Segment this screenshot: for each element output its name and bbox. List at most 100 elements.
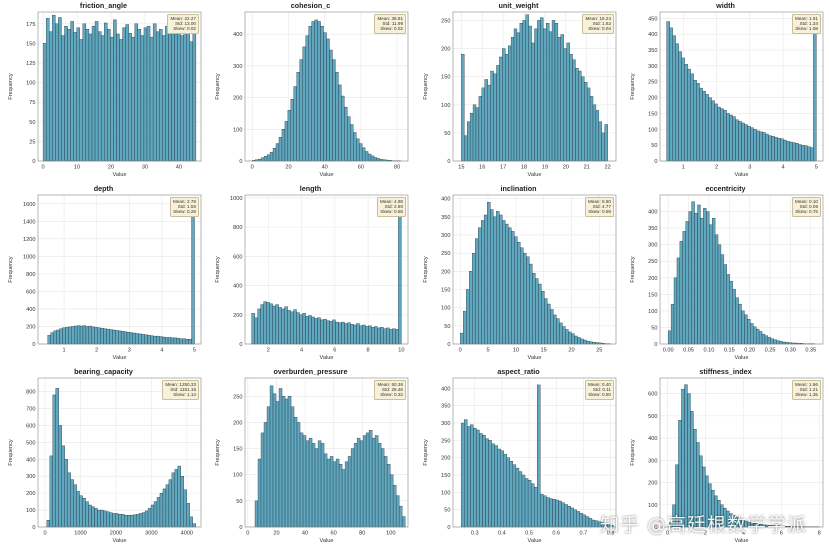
x-tick-label: 15 bbox=[458, 165, 464, 171]
histogram-svg: 0 200 400 600 800 1000 2 4 6 8 10 Value Frequency bbox=[215, 194, 409, 361]
stat-line: Skew: 0.28 bbox=[173, 209, 196, 215]
histogram-bar bbox=[73, 484, 77, 528]
histogram-bar bbox=[549, 498, 553, 528]
y-tick-label: 50 bbox=[651, 325, 657, 331]
histogram-bar bbox=[299, 314, 303, 345]
stat-line: Std: 1151.15 bbox=[170, 387, 196, 393]
histogram-bar bbox=[112, 513, 116, 528]
histogram-bar bbox=[481, 87, 485, 162]
histogram-bar bbox=[131, 36, 135, 162]
y-tick-label: 200 bbox=[233, 420, 242, 426]
histogram-bar bbox=[311, 316, 315, 345]
histogram-bar bbox=[153, 335, 157, 345]
stat-line: Mean: 1.91 bbox=[795, 16, 818, 21]
histogram-bar bbox=[581, 76, 585, 162]
histogram-bar bbox=[461, 53, 465, 162]
histogram-bar bbox=[332, 461, 337, 528]
histogram-bar bbox=[254, 317, 258, 345]
histogram-bar bbox=[179, 338, 183, 345]
histogram-bar bbox=[485, 438, 489, 528]
y-tick-label: 100 bbox=[441, 103, 450, 109]
histogram-bar bbox=[723, 264, 728, 345]
plot-frame bbox=[452, 377, 617, 528]
y-tick-label: 150 bbox=[441, 75, 450, 81]
histogram-bar bbox=[335, 458, 340, 528]
histogram-bar bbox=[570, 507, 574, 528]
histogram-bar bbox=[296, 72, 300, 162]
histogram-bar bbox=[776, 340, 780, 345]
histogram-bar bbox=[118, 514, 122, 528]
histogram-bar bbox=[367, 153, 372, 162]
histogram-bar bbox=[152, 23, 157, 162]
x-tick-label: 20 bbox=[568, 348, 574, 354]
histogram-inclination: inclination 0 50 100 150 200 250 300 350 400 0 5 10 1… bbox=[415, 183, 622, 366]
histogram-bar bbox=[534, 28, 538, 162]
x-tick-label: 30 bbox=[142, 165, 148, 171]
histogram-bar bbox=[762, 132, 766, 162]
stat-line: Std: 1.34 bbox=[799, 21, 818, 27]
histogram-bar bbox=[171, 31, 175, 162]
histogram-bar bbox=[696, 83, 700, 162]
stats-box: Mean: 2.78 Std: 1.56 Skew: 0.28 bbox=[170, 197, 199, 217]
plot-frame bbox=[244, 377, 409, 528]
histogram-bar bbox=[591, 519, 596, 528]
stat-line: Mean: 2.78 bbox=[173, 199, 196, 204]
histogram-bar bbox=[176, 338, 180, 345]
histogram-bar bbox=[137, 29, 142, 162]
histogram-bar bbox=[528, 25, 532, 162]
histogram-bar bbox=[257, 308, 261, 345]
histogram-cohesion-c: cohesion_c 0 100 200 300 400 0 20 40 60 80 Value Fre… bbox=[207, 0, 414, 183]
y-tick-label: 0 bbox=[239, 525, 242, 531]
histogram-bar bbox=[395, 495, 400, 528]
histogram-bar bbox=[186, 503, 190, 528]
y-tick-label: 200 bbox=[26, 324, 35, 330]
x-tick-label: 0.25 bbox=[765, 348, 776, 354]
histogram-bar bbox=[556, 318, 560, 345]
stats-box: Mean: 8.60 Std: 4.77 Skew: 0.59 bbox=[585, 197, 614, 217]
histogram-bar bbox=[383, 456, 388, 528]
y-tick-label: 100 bbox=[441, 490, 450, 496]
histogram-bar bbox=[251, 313, 255, 345]
histogram-bar bbox=[667, 330, 672, 345]
histogram-bar bbox=[133, 514, 137, 528]
x-tick-label: 0.5 bbox=[525, 531, 533, 537]
stats-box: Mean: 0.10 Std: 0.06 Skew: 0.75 bbox=[792, 197, 821, 217]
histogram-bar bbox=[164, 337, 169, 345]
histogram-bar bbox=[475, 107, 480, 162]
y-tick-label: 25 bbox=[29, 139, 35, 145]
histogram-bar bbox=[127, 514, 131, 528]
histogram-bar bbox=[484, 214, 488, 345]
histogram-bar bbox=[263, 156, 268, 162]
histogram-bar bbox=[503, 454, 507, 528]
histogram-bar bbox=[79, 495, 83, 528]
plot-frame bbox=[37, 11, 202, 162]
y-tick-label: 200 bbox=[648, 481, 657, 487]
x-tick-label: 6 bbox=[780, 531, 783, 537]
histogram-bar bbox=[61, 35, 65, 162]
histogram-bar bbox=[79, 325, 84, 345]
histogram-bar bbox=[311, 21, 315, 162]
histogram-bar bbox=[386, 464, 391, 528]
histogram-bar bbox=[168, 479, 173, 528]
histogram-bar bbox=[691, 201, 695, 345]
histogram-bar bbox=[755, 328, 760, 345]
y-tick-label: 1600 bbox=[23, 202, 35, 208]
histogram-bar bbox=[714, 103, 718, 162]
histogram-bar bbox=[729, 114, 733, 162]
histogram-bar bbox=[520, 247, 524, 345]
histogram-bar bbox=[180, 35, 184, 162]
histogram-bar bbox=[284, 121, 289, 162]
stat-line: Skew: 0.32 bbox=[380, 392, 403, 398]
histogram-bar bbox=[174, 469, 179, 528]
y-tick-label: 250 bbox=[233, 394, 242, 400]
histogram-bar bbox=[576, 511, 580, 528]
histogram-bar bbox=[460, 332, 464, 345]
y-tick-label: 50 bbox=[29, 120, 35, 126]
histogram-bar bbox=[85, 29, 90, 162]
histogram-bar bbox=[353, 132, 357, 162]
histogram-bar bbox=[371, 327, 375, 345]
y-axis-label: Frequency bbox=[215, 439, 221, 466]
histogram-bar bbox=[296, 312, 300, 345]
histogram-bar bbox=[302, 435, 307, 528]
histogram-bar bbox=[118, 330, 122, 345]
